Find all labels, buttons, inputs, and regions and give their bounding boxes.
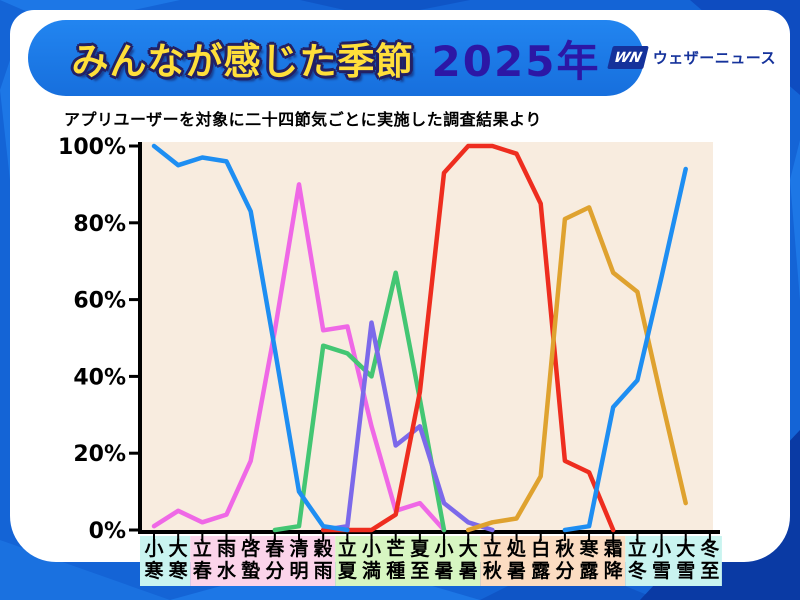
page-title: みんなが感じた季節 [71,40,414,83]
header-banner: みんなが感じた季節 2025年 [28,20,644,96]
background-triangle [790,140,800,300]
wn-logo-icon: WN [606,46,649,69]
logo-text: ウェザーニュース [652,49,776,67]
background-triangle [0,60,10,180]
header-year: 2025年 [431,36,601,86]
chart-subtitle: アプリユーザーを対象に二十四節気ごとに実施した調査結果より [64,110,542,129]
weathernews-logo: WN ウェザーニュース [606,46,776,69]
background-triangle [300,0,470,18]
